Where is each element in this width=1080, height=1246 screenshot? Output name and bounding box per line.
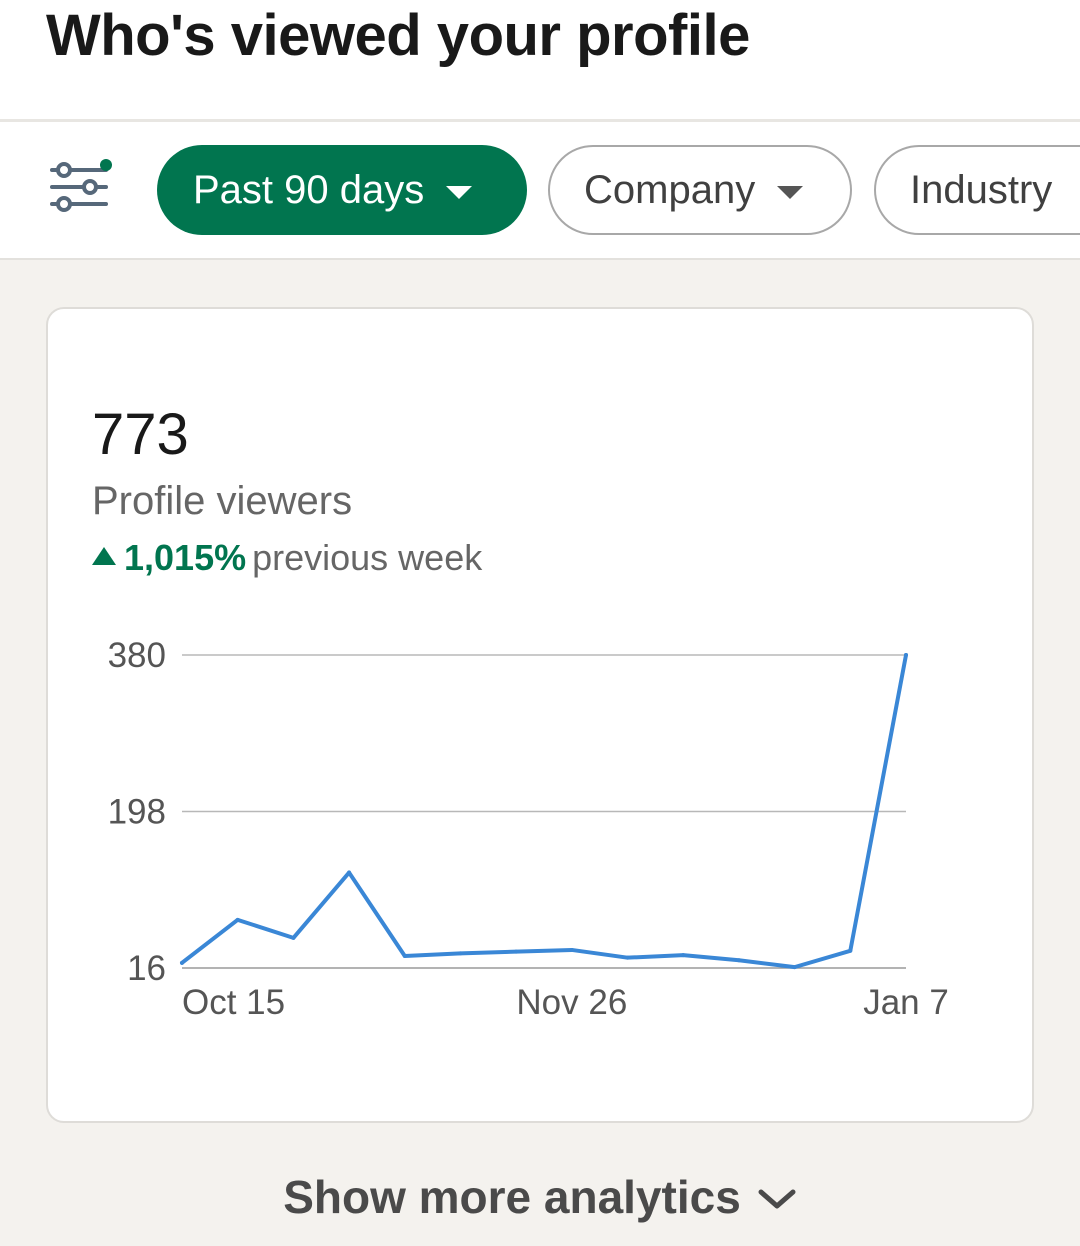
triangle-up-icon <box>92 547 116 565</box>
show-more-label: Show more analytics <box>283 1171 741 1223</box>
analytics-card: 773 Profile viewers 1,015% previous week… <box>46 307 1034 1123</box>
data-point <box>569 947 574 952</box>
series-line <box>180 653 908 970</box>
data-point <box>180 960 184 965</box>
data-point <box>792 965 797 970</box>
viewers-label: Profile viewers <box>92 479 353 523</box>
data-point <box>347 870 352 875</box>
y-tick-label: 198 <box>108 793 166 832</box>
data-point <box>904 653 908 657</box>
company-filter-button[interactable]: Company <box>548 145 852 235</box>
trend-text: previous week <box>252 537 483 578</box>
x-tick-label: Nov 26 <box>516 983 627 1022</box>
data-point <box>848 948 853 953</box>
data-point <box>625 955 630 960</box>
data-point <box>514 949 519 954</box>
data-point <box>291 935 296 940</box>
chevron-down-icon <box>758 1189 796 1209</box>
y-tick-label: 380 <box>108 636 166 675</box>
trend-indicator: 1,015% previous week <box>92 537 482 579</box>
x-tick-label: Jan 7 <box>863 983 949 1022</box>
show-more-analytics-button[interactable]: Show more analytics <box>0 1162 1080 1232</box>
data-point <box>736 958 741 963</box>
data-point <box>402 953 407 958</box>
data-point <box>458 951 463 956</box>
caret-down-icon <box>777 185 804 199</box>
divider <box>0 258 1080 260</box>
data-point <box>681 953 686 958</box>
company-filter-label: Company <box>584 167 756 212</box>
viewers-count: 773 <box>92 402 189 467</box>
date-range-filter-label: Past 90 days <box>193 167 425 212</box>
x-tick-label: Oct 15 <box>182 983 285 1022</box>
y-tick-label: 16 <box>127 949 166 988</box>
caret-down-icon <box>446 185 473 199</box>
industry-filter-label: Industry <box>910 167 1053 212</box>
date-range-filter-button[interactable]: Past 90 days <box>157 145 527 235</box>
page-header: Who's viewed your profile <box>0 0 1080 119</box>
viewers-line-chart[interactable]: 16 198 380 Oct 15 Nov 26 Jan 7 <box>48 309 1032 1121</box>
data-point <box>235 917 240 922</box>
filter-sliders-icon[interactable] <box>48 158 114 218</box>
divider <box>0 119 1080 122</box>
page-title: Who's viewed your profile <box>46 3 750 68</box>
filter-bar: Past 90 days Company Industry <box>0 122 1080 258</box>
industry-filter-button[interactable]: Industry <box>874 145 1080 235</box>
trend-percentage: 1,015% <box>124 537 247 578</box>
